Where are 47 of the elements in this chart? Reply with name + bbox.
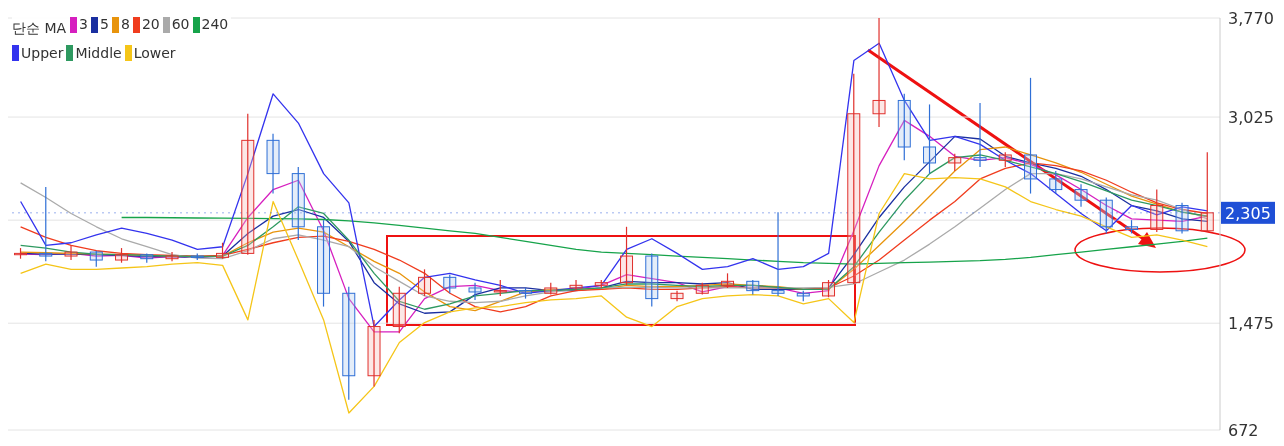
candlestick	[897, 93, 911, 161]
candlestick	[443, 274, 457, 294]
legend-title: 단순 MA	[12, 19, 67, 36]
candlestick	[392, 286, 406, 334]
legend-label: Middle	[75, 43, 122, 63]
candlestick	[1024, 77, 1038, 195]
candlestick	[266, 133, 280, 195]
y-tick-label: 1,475	[1228, 313, 1274, 333]
legend-label: 20	[141, 15, 160, 34]
candlestick	[367, 319, 381, 387]
candlestick	[140, 252, 154, 264]
candlestick	[64, 244, 78, 261]
candlestick	[1175, 202, 1189, 235]
legend-label: Lower	[133, 43, 176, 63]
legend-label: 240	[201, 15, 229, 34]
y-tick-label: 3,025	[1228, 107, 1274, 127]
candlestick	[847, 73, 861, 285]
candlestick	[569, 279, 583, 292]
y-tick-label: 3,770	[1228, 8, 1274, 28]
candlestick	[468, 282, 482, 301]
legend-label: 5	[100, 15, 109, 34]
y-tick-label: 672	[1228, 420, 1259, 440]
candlestick	[620, 226, 634, 286]
candlestick	[241, 113, 255, 256]
line-series	[19, 172, 1209, 414]
candlestick	[418, 268, 432, 297]
candlestick	[317, 219, 331, 308]
candlestick	[165, 251, 179, 262]
candlestick	[771, 211, 785, 297]
candlestick	[39, 186, 53, 262]
legend-label: 3	[79, 15, 89, 34]
candlestick	[1074, 183, 1088, 208]
legend-label: Upper	[21, 43, 64, 63]
candlestick	[1099, 196, 1113, 235]
candlestick	[291, 166, 305, 241]
ref-line-label: 2,305	[1225, 203, 1271, 223]
legend-label: 60	[171, 15, 190, 34]
legend-label: 8	[120, 15, 130, 34]
candlestick	[1200, 151, 1214, 233]
candlestick	[1150, 188, 1164, 233]
line-series	[120, 216, 1209, 265]
candlestick	[923, 103, 937, 175]
candlestick	[973, 102, 987, 168]
candlestick	[342, 286, 356, 401]
candlestick	[872, 18, 886, 128]
candlestick	[1049, 170, 1063, 195]
candlestick	[645, 252, 659, 308]
